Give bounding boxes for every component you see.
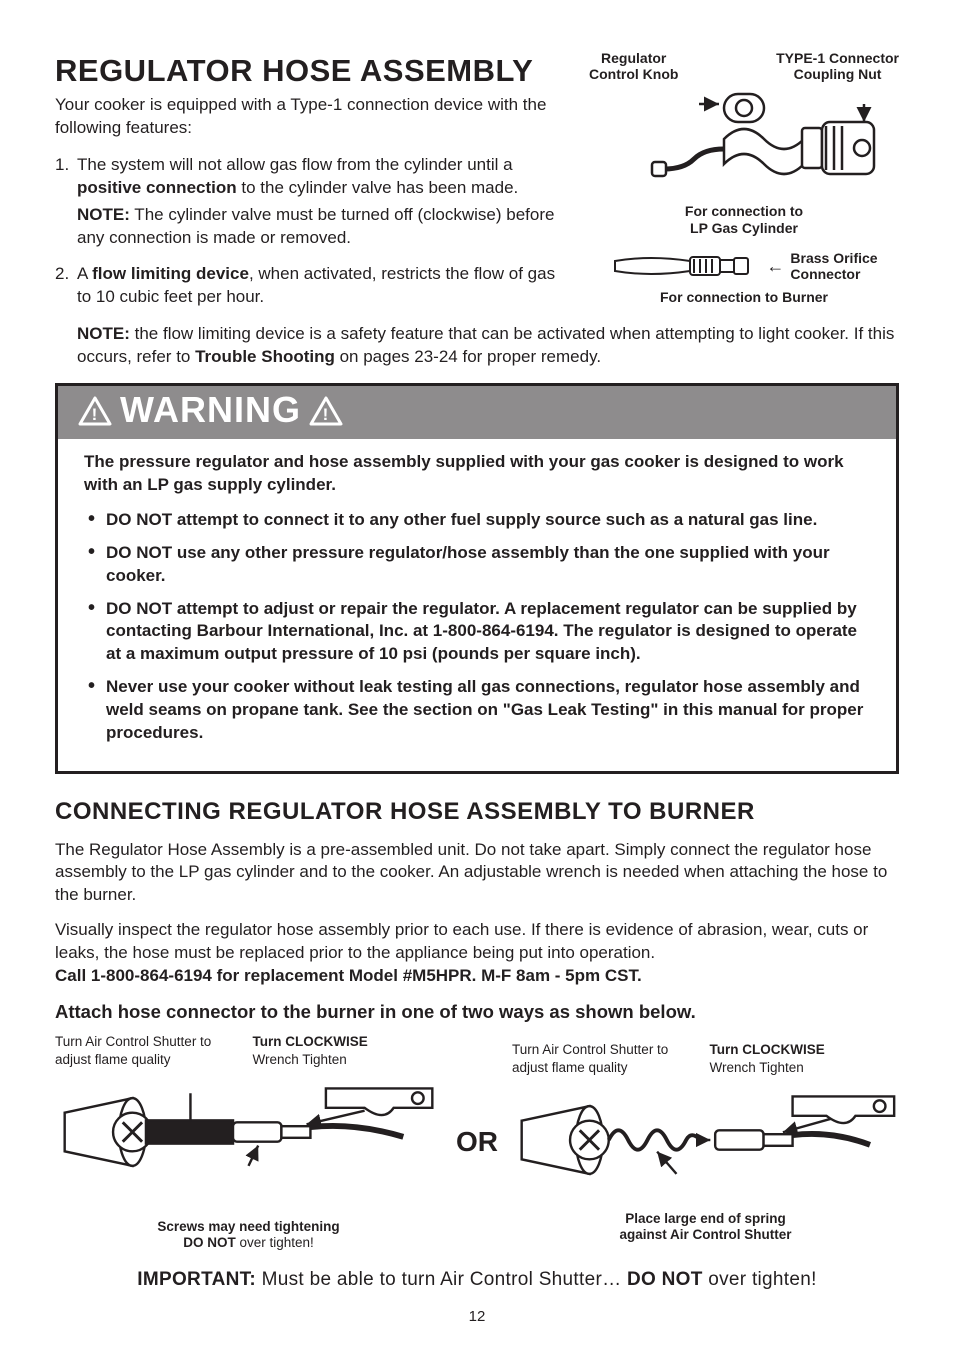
warning-heading-text: WARNING [120,386,301,435]
svg-text:!: ! [92,405,99,424]
burner-method1-icon [55,1072,442,1192]
feature-item-2: A flow limiting device, when activated, … [55,263,571,309]
method-2: Turn Air Control Shutter to adjust flame… [512,1041,899,1243]
method2-right-text: Wrench Tighten [710,1060,804,1075]
method2-right-bold: Turn CLOCKWISE [710,1042,825,1057]
section2-p2: Visually inspect the regulator hose asse… [55,919,899,965]
feature-item-1: The system will not allow gas flow from … [55,154,571,250]
wide-note: NOTE: the flow limiting device is a safe… [55,323,899,369]
feature-1-note-text: The cylinder valve must be turned off (c… [77,205,554,247]
svg-text:!: ! [323,405,330,424]
diagram1-right-label: TYPE-1 Connector Coupling Nut [776,50,899,82]
warning-item-3: DO NOT attempt to adjust or repair the r… [84,598,870,667]
page-title: REGULATOR HOSE ASSEMBLY [55,50,571,92]
warning-triangle-icon: ! [78,396,112,426]
method2-caption: Place large end of spring against Air Co… [512,1211,899,1243]
diagram1-caption: For connection to LP Gas Cylinder [589,203,899,237]
feature-2-pre: A [77,264,92,283]
diagram2-right-label: Brass Orifice Connector [790,250,877,282]
feature-1-pre: The system will not allow gas flow from … [77,155,513,174]
page-number: 12 [55,1307,899,1327]
diagram2-caption: For connection to Burner [589,289,899,306]
feature-1-note-label: NOTE: [77,205,130,224]
warning-item-2: DO NOT use any other pressure regulator/… [84,542,870,588]
method-1: Turn Air Control Shutter to adjust flame… [55,1033,442,1251]
diagram1-left-label: Regulator Control Knob [589,50,678,82]
warning-intro: The pressure regulator and hose assembly… [84,451,870,497]
feature-1-bold: positive connection [77,178,237,197]
method2-left-label: Turn Air Control Shutter to adjust flame… [512,1041,702,1077]
burner-method2-icon [512,1080,899,1200]
intro-text: Your cooker is equipped with a Type-1 co… [55,94,571,140]
method1-caption: Screws may need tighteningDO NOT over ti… [55,1202,442,1251]
method1-right-bold: Turn CLOCKWISE [253,1034,368,1049]
wide-note-bold: Trouble Shooting [195,347,335,366]
warning-triangle-icon: ! [309,396,343,426]
wide-note-label: NOTE: [77,324,130,343]
regulator-icon [594,84,894,194]
feature-1-post: to the cylinder valve has been made. [237,178,519,197]
warning-item-1: DO NOT attempt to connect it to any othe… [84,509,870,532]
important-line: IMPORTANT: Must be able to turn Air Cont… [55,1267,899,1293]
orifice-diagram: ← Brass Orifice Connector For connection… [589,249,899,306]
warning-item-4: Never use your cooker without leak testi… [84,676,870,745]
section2-p1: The Regulator Hose Assembly is a pre-ass… [55,839,899,908]
feature-2-bold: flow limiting device [92,264,249,283]
regulator-diagram: Regulator Control Knob TYPE-1 Connector … [589,50,899,237]
warning-header: ! WARNING ! [58,386,896,439]
method1-left-label: Turn Air Control Shutter to adjust flame… [55,1033,245,1069]
warning-box: ! WARNING ! The pressure regulator and h… [55,383,899,774]
attach-instruction: Attach hose connector to the burner in o… [55,1000,899,1025]
or-separator: OR [452,1123,502,1161]
replacement-call-line: Call 1-800-864-6194 for replacement Mode… [55,965,899,988]
orifice-icon [610,249,760,283]
wide-note-tail: on pages 23-24 for proper remedy. [335,347,601,366]
section2-heading: CONNECTING REGULATOR HOSE ASSEMBLY TO BU… [55,796,899,828]
method1-right-text: Wrench Tighten [253,1052,347,1067]
arrow-icon: ← [766,254,784,278]
